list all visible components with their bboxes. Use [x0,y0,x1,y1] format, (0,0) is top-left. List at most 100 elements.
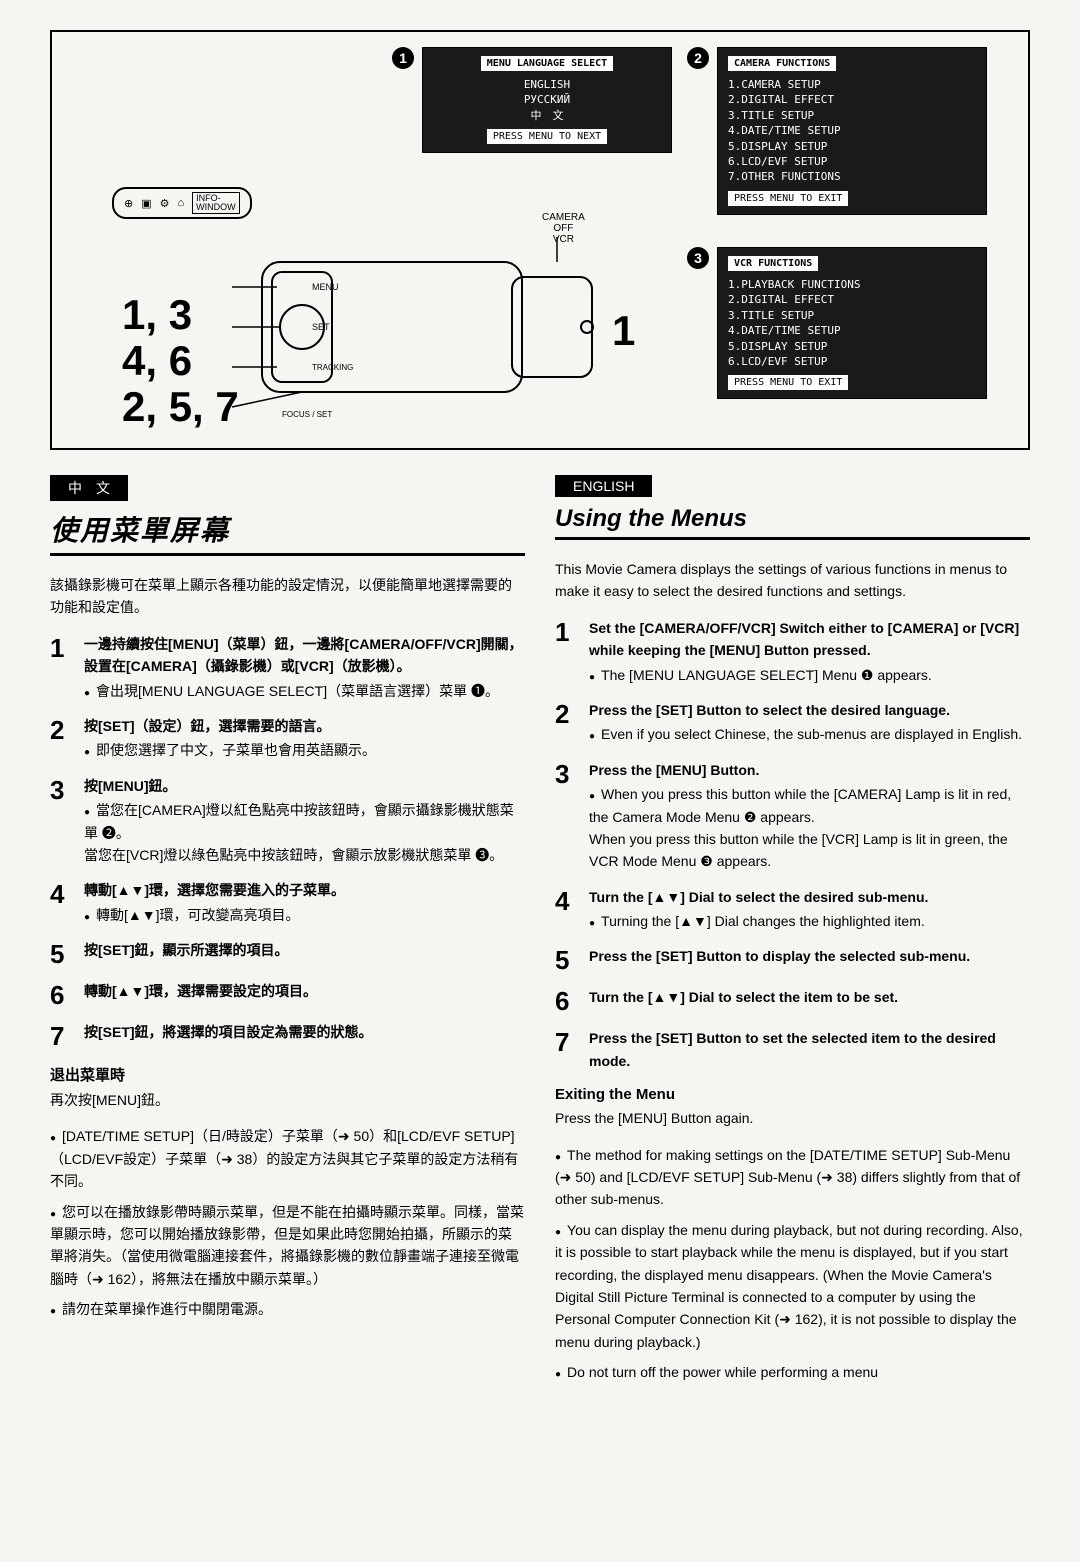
notes-en: The method for making settings on the [D… [555,1144,1030,1384]
step-main: Turn the [▲▼] Dial to select the desired… [589,886,1030,908]
camera-callout-1: 1 [612,307,635,355]
menu3-line: 2.DIGITAL EFFECT [728,292,976,307]
menu3-line: 4.DATE/TIME SETUP [728,323,976,338]
step-bullet: 會出現[MENU LANGUAGE SELECT]（菜單語言選擇）菜單 ❶。 [84,680,525,702]
strip-icon: ▣ [141,197,151,210]
step: 7 按[SET]鈕，將選擇的項目設定為需要的狀態。 [50,1021,525,1052]
section-title-en: Using the Menus [555,505,1030,540]
step-bullet: 即使您選擇了中文，子菜單也會用英語顯示。 [84,739,525,761]
step-bullets: 會出現[MENU LANGUAGE SELECT]（菜單語言選擇）菜單 ❶。 [84,680,525,702]
note-item: You can display the menu during playback… [555,1219,1030,1353]
menu2-line: 2.DIGITAL EFFECT [728,92,976,107]
step-body: Press the [SET] Button to display the se… [589,945,1030,976]
step-number: 2 [555,699,579,749]
step-body: Set the [CAMERA/OFF/VCR] Switch either t… [589,617,1030,689]
step-body: Press the [SET] Button to set the select… [589,1027,1030,1074]
menu2-line: 1.CAMERA SETUP [728,77,976,92]
menu-screen-camera-functions: CAMERA FUNCTIONS 1.CAMERA SETUP 2.DIGITA… [717,47,987,215]
step-bullets: The [MENU LANGUAGE SELECT] Menu ❶ appear… [589,664,1030,686]
menu1-title: MENU LANGUAGE SELECT [481,56,613,71]
step-body: 一邊持續按住[MENU]（菜單）鈕，一邊將[CAMERA/OFF/VCR]開關，… [84,633,525,705]
step-bullet: 當您在[CAMERA]燈以紅色點亮中按該鈕時，會顯示攝錄影機狀態菜單 ❷。 當您… [84,799,525,866]
step-main: Press the [SET] Button to select the des… [589,699,1030,721]
step-bullet: Even if you select Chinese, the sub-menu… [589,723,1030,745]
lang-tag-cn: 中 文 [50,475,128,501]
step-number: 5 [555,945,579,976]
step: 3Press the [MENU] Button.When you press … [555,759,1030,876]
camera-switch-label: CAMERA OFF VCR [542,212,585,245]
note-item: 請勿在菜單操作進行中關閉電源。 [50,1298,525,1320]
step-number: 4 [50,879,74,929]
step-main: 按[MENU]鈕。 [84,775,525,797]
svg-text:TRACKING: TRACKING [312,363,353,372]
step: 4 Turn the [▲▼] Dial to select the desire… [555,886,1030,936]
menu-screen-language: MENU LANGUAGE SELECT ENGLISH РУССКИЙ 中 文… [422,47,672,153]
strip-icon: ⊕ [124,197,133,210]
menu1-line: ENGLISH [433,77,661,92]
menu2-line: 4.DATE/TIME SETUP [728,123,976,138]
section-title-cn: 使用菜單屏幕 [50,509,525,556]
step-main: Turn the [▲▼] Dial to select the item to… [589,986,1030,1008]
menu1-line: РУССКИЙ [433,92,661,107]
step: 3按[MENU]鈕。當您在[CAMERA]燈以紅色點亮中按該鈕時，會顯示攝錄影機… [50,775,525,870]
step: 2 Press the [SET] Button to select the de… [555,699,1030,749]
note-item: [DATE/TIME SETUP]（日/時設定）子菜單（➜ 50）和[LCD/E… [50,1125,525,1192]
step-main: Set the [CAMERA/OFF/VCR] Switch either t… [589,617,1030,662]
step-body: 按[SET]鈕，將選擇的項目設定為需要的狀態。 [84,1021,525,1052]
diagram-area: 1 MENU LANGUAGE SELECT ENGLISH РУССКИЙ 中… [50,30,1030,450]
info-window-strip: ⊕ ▣ ⚙ ⌂ INFO- WINDOW [112,187,252,219]
column-chinese: 中 文 使用菜單屏幕 該攝錄影機可在菜單上顯示各種功能的設定情況，以便能簡單地選… [50,475,525,1392]
step-number: 4 [555,886,579,936]
step-number: 2 [50,715,74,765]
svg-text:FOCUS / SET: FOCUS / SET [282,410,332,419]
step-main: Press the [SET] Button to display the se… [589,945,1030,967]
badge-1: 1 [392,47,414,69]
step: 5 Press the [SET] Button to display the s… [555,945,1030,976]
menu3-line: 3.TITLE SETUP [728,308,976,323]
step-number: 7 [555,1027,579,1074]
step: 6轉動[▲▼]環，選擇需要設定的項目。 [50,980,525,1011]
step-bullet: The [MENU LANGUAGE SELECT] Menu ❶ appear… [589,664,1030,686]
note-item: 您可以在播放錄影帶時顯示菜單，但是不能在拍攝時顯示菜單。同樣，當菜單顯示時，您可… [50,1201,525,1291]
step-main: Press the [SET] Button to set the select… [589,1027,1030,1072]
step-number: 3 [555,759,579,876]
step-bullets: When you press this button while the [CA… [589,783,1030,873]
menu1-footer: PRESS MENU TO NEXT [487,129,607,144]
step-bullet: When you press this button while the [CA… [589,783,1030,873]
step-number: 5 [50,939,74,970]
lang-tag-en: ENGLISH [555,475,652,497]
step-number: 1 [50,633,74,705]
note-item: Do not turn off the power while performi… [555,1361,1030,1383]
step-number: 7 [50,1021,74,1052]
step-bullets: 當您在[CAMERA]燈以紅色點亮中按該鈕時，會顯示攝錄影機狀態菜單 ❷。 當您… [84,799,525,866]
menu2-footer: PRESS MENU TO EXIT [728,191,848,206]
menu3-line: 1.PLAYBACK FUNCTIONS [728,277,976,292]
step-body: Press the [MENU] Button.When you press t… [589,759,1030,876]
step-body: Turn the [▲▼] Dial to select the desired… [589,886,1030,936]
step-main: 按[SET]鈕，顯示所選擇的項目。 [84,939,525,961]
exit-head-cn: 退出菜單時 [50,1064,525,1085]
step-main: Press the [MENU] Button. [589,759,1030,781]
intro-cn: 該攝錄影機可在菜單上顯示各種功能的設定情況，以便能簡單地選擇需要的功能和設定值。 [50,574,525,619]
step-body: 按[MENU]鈕。當您在[CAMERA]燈以紅色點亮中按該鈕時，會顯示攝錄影機狀… [84,775,525,870]
badge-3: 3 [687,247,709,269]
menu3-title: VCR FUNCTIONS [728,256,818,271]
badge-2: 2 [687,47,709,69]
intro-en: This Movie Camera displays the settings … [555,558,1030,603]
menu3-line: 6.LCD/EVF SETUP [728,354,976,369]
dial-step-numbers: 1, 3 4, 6 2, 5, 7 [122,292,239,431]
step-bullets: 轉動[▲▼]環，可改變高亮項目。 [84,904,525,926]
menu2-line: 5.DISPLAY SETUP [728,139,976,154]
menu3-line: 5.DISPLAY SETUP [728,339,976,354]
step-bullets: Even if you select Chinese, the sub-menu… [589,723,1030,745]
menu2-line: 7.OTHER FUNCTIONS [728,169,976,184]
step-bullet: Turning the [▲▼] Dial changes the highli… [589,910,1030,932]
step-main: 一邊持續按住[MENU]（菜單）鈕，一邊將[CAMERA/OFF/VCR]開關，… [84,633,525,678]
step-main: 轉動[▲▼]環，選擇您需要進入的子菜單。 [84,879,525,901]
step-bullet: 轉動[▲▼]環，可改變高亮項目。 [84,904,525,926]
step-body: Turn the [▲▼] Dial to select the item to… [589,986,1030,1017]
info-window-label: INFO- WINDOW [192,192,240,214]
step-bullets: Turning the [▲▼] Dial changes the highli… [589,910,1030,932]
step: 2按[SET]（設定）鈕，選擇需要的語言。即使您選擇了中文，子菜單也會用英語顯示… [50,715,525,765]
step-number: 1 [555,617,579,689]
